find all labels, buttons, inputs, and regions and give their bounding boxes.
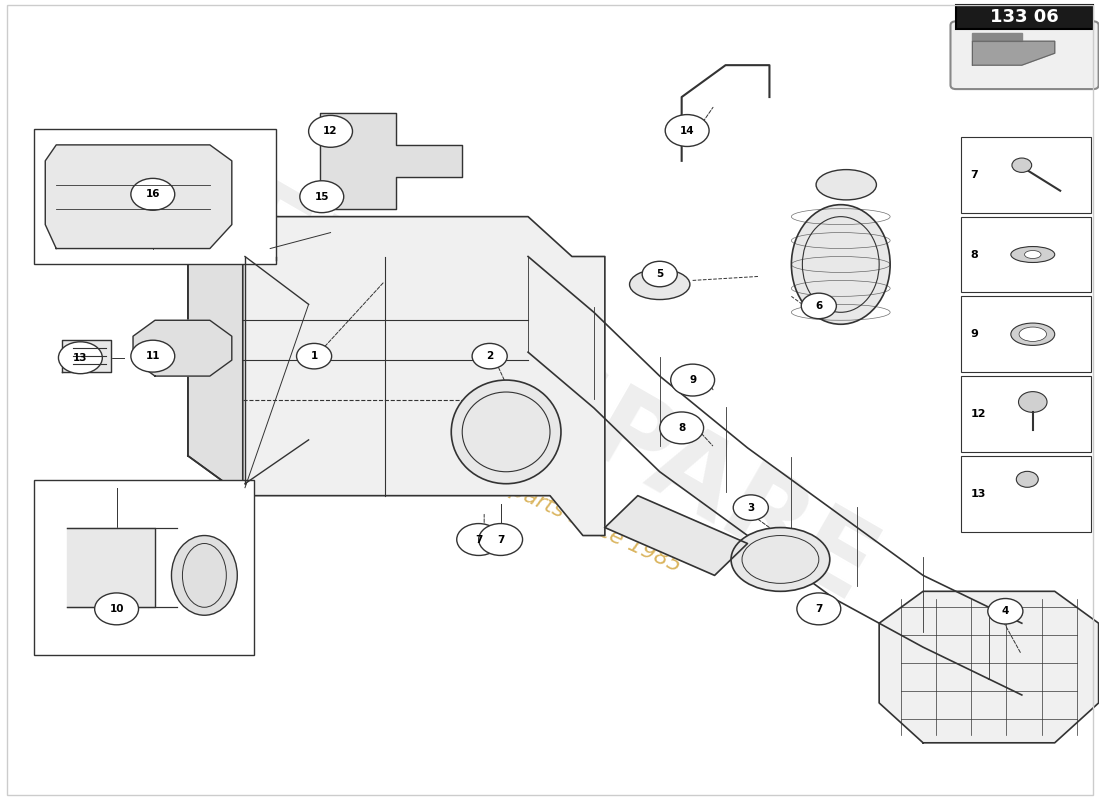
FancyBboxPatch shape	[961, 296, 1091, 372]
Text: 7: 7	[497, 534, 504, 545]
Circle shape	[1019, 392, 1047, 412]
Polygon shape	[188, 217, 243, 257]
Text: 7: 7	[970, 170, 978, 180]
Ellipse shape	[816, 170, 877, 200]
Text: 8: 8	[678, 423, 685, 433]
FancyBboxPatch shape	[961, 376, 1091, 452]
Text: 16: 16	[145, 190, 161, 199]
Ellipse shape	[732, 527, 829, 591]
Text: 15: 15	[315, 192, 329, 202]
Circle shape	[671, 364, 715, 396]
Text: a passion for parts since 1985: a passion for parts since 1985	[372, 415, 684, 576]
Text: 133 06: 133 06	[990, 8, 1059, 26]
FancyBboxPatch shape	[34, 480, 254, 655]
FancyBboxPatch shape	[950, 22, 1099, 89]
Circle shape	[642, 262, 678, 286]
Circle shape	[478, 523, 522, 555]
Text: 7: 7	[815, 604, 823, 614]
Polygon shape	[879, 591, 1099, 743]
Circle shape	[300, 181, 343, 213]
Circle shape	[796, 593, 840, 625]
Text: 4: 4	[1002, 606, 1009, 616]
Ellipse shape	[1011, 323, 1055, 346]
Text: 2: 2	[486, 351, 493, 361]
FancyBboxPatch shape	[961, 217, 1091, 292]
Ellipse shape	[1011, 246, 1055, 262]
Circle shape	[988, 598, 1023, 624]
Ellipse shape	[451, 380, 561, 484]
Polygon shape	[972, 34, 1022, 42]
Polygon shape	[62, 340, 111, 372]
Polygon shape	[320, 113, 462, 209]
Text: EUROSPARE: EUROSPARE	[209, 172, 891, 628]
Text: 6: 6	[815, 301, 823, 311]
FancyBboxPatch shape	[34, 129, 276, 265]
Circle shape	[131, 340, 175, 372]
Polygon shape	[67, 527, 155, 607]
Text: 9: 9	[970, 330, 978, 339]
Polygon shape	[188, 217, 605, 535]
Circle shape	[660, 412, 704, 444]
Text: 13: 13	[970, 489, 986, 498]
Ellipse shape	[1019, 327, 1046, 342]
Circle shape	[131, 178, 175, 210]
Circle shape	[58, 342, 102, 374]
Text: 8: 8	[970, 250, 978, 259]
Ellipse shape	[791, 205, 890, 324]
Circle shape	[309, 115, 352, 147]
Text: 3: 3	[747, 502, 755, 513]
FancyBboxPatch shape	[956, 6, 1093, 30]
Circle shape	[95, 593, 139, 625]
Circle shape	[472, 343, 507, 369]
Circle shape	[456, 523, 501, 555]
Circle shape	[734, 495, 768, 520]
Text: 14: 14	[680, 126, 694, 135]
Polygon shape	[133, 320, 232, 376]
Circle shape	[297, 343, 332, 369]
Text: 12: 12	[970, 409, 986, 419]
Polygon shape	[972, 42, 1055, 65]
Ellipse shape	[1024, 250, 1041, 258]
Circle shape	[666, 114, 710, 146]
Text: 7: 7	[475, 534, 483, 545]
Circle shape	[801, 293, 836, 318]
Circle shape	[1012, 158, 1032, 172]
Text: 9: 9	[689, 375, 696, 385]
Text: 12: 12	[323, 126, 338, 136]
Text: 1: 1	[310, 351, 318, 361]
Polygon shape	[45, 145, 232, 249]
Ellipse shape	[629, 270, 690, 299]
Circle shape	[1016, 471, 1038, 487]
Text: 11: 11	[145, 351, 161, 361]
Ellipse shape	[172, 535, 238, 615]
Text: 10: 10	[109, 604, 124, 614]
Text: 13: 13	[73, 353, 88, 362]
FancyBboxPatch shape	[961, 137, 1091, 213]
Polygon shape	[188, 257, 243, 496]
Polygon shape	[605, 496, 748, 575]
Text: 5: 5	[656, 269, 663, 279]
FancyBboxPatch shape	[961, 456, 1091, 531]
